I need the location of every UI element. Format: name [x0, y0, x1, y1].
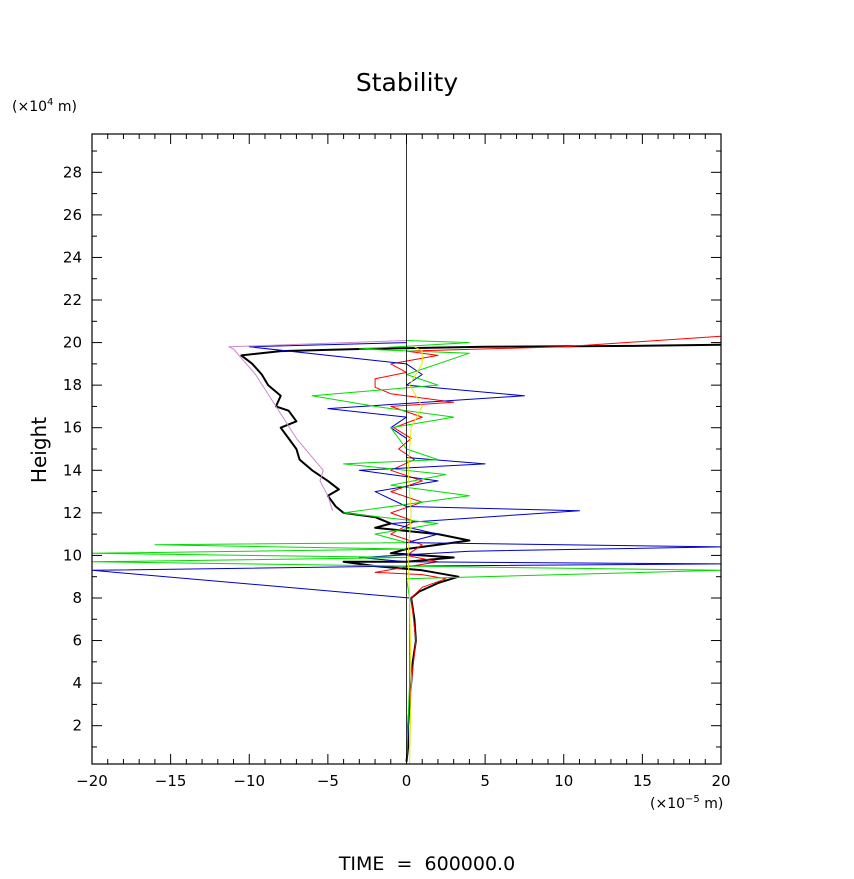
x-tick-label: 10: [554, 772, 573, 790]
x-tick-label: −15: [155, 772, 187, 790]
x-axis: −20 −15 −10 −5 0 5 10 15 20: [76, 134, 731, 790]
y-tick-label: 10: [63, 546, 82, 564]
y-tick-label: 22: [63, 291, 82, 309]
x-unit-label: (×10−5 m): [650, 794, 723, 812]
x-tick-label: 0: [402, 772, 412, 790]
plot-lines: [92, 134, 721, 764]
x-unit-exponent: −5: [685, 794, 700, 805]
y-tick-label: 2: [72, 717, 82, 735]
y-tick-label: 16: [63, 419, 82, 437]
series-line-6: [228, 340, 407, 511]
y-tick-label: 18: [63, 376, 82, 394]
y-unit-suffix: m): [53, 99, 77, 115]
y-axis-label: Height: [27, 417, 51, 483]
y-tick-label: 20: [63, 334, 82, 352]
y-unit-exponent: 4: [47, 97, 53, 108]
series-line-2: [374, 335, 721, 762]
y-tick-label: 8: [72, 589, 82, 607]
chart-title: Stability: [356, 68, 459, 97]
x-unit-prefix: (×10: [650, 796, 685, 812]
y-tick-label: 28: [63, 163, 82, 181]
x-unit-suffix: m): [700, 796, 724, 812]
x-tick-label: −20: [76, 772, 108, 790]
series-line-3: [92, 342, 721, 764]
x-tick-label: 20: [711, 772, 730, 790]
y-tick-label: 24: [63, 248, 82, 266]
y-tick-label: 26: [63, 206, 82, 224]
series-line-5: [407, 346, 423, 764]
y-tick-label: 12: [63, 504, 82, 522]
x-tick-label: −5: [317, 772, 339, 790]
time-footer: TIME = 600000.0: [338, 853, 515, 875]
x-tick-label: 15: [633, 772, 652, 790]
y-unit-label: (×104 m): [12, 97, 77, 115]
series-line-1: [240, 343, 721, 763]
y-tick-label: 14: [63, 461, 82, 479]
x-tick-label: −10: [233, 772, 265, 790]
x-tick-label: 5: [480, 772, 490, 790]
y-unit-prefix: (×10: [12, 99, 47, 115]
y-tick-label: 6: [72, 632, 82, 650]
y-tick-label: 4: [72, 674, 82, 692]
